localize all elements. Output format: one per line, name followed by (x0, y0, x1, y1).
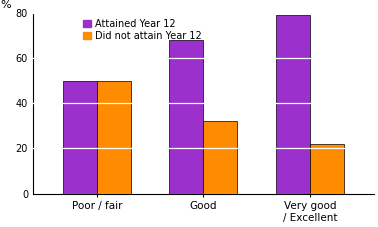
Bar (97, 81, 131, 194)
Bar (310, 144, 344, 194)
Legend: Attained Year 12, Did not attain Year 12: Attained Year 12, Did not attain Year 12 (82, 18, 203, 42)
Y-axis label: %: % (0, 0, 11, 10)
Bar (63, 81, 97, 194)
Bar (169, 40, 203, 194)
Bar (276, 15, 310, 194)
Bar (203, 121, 237, 194)
